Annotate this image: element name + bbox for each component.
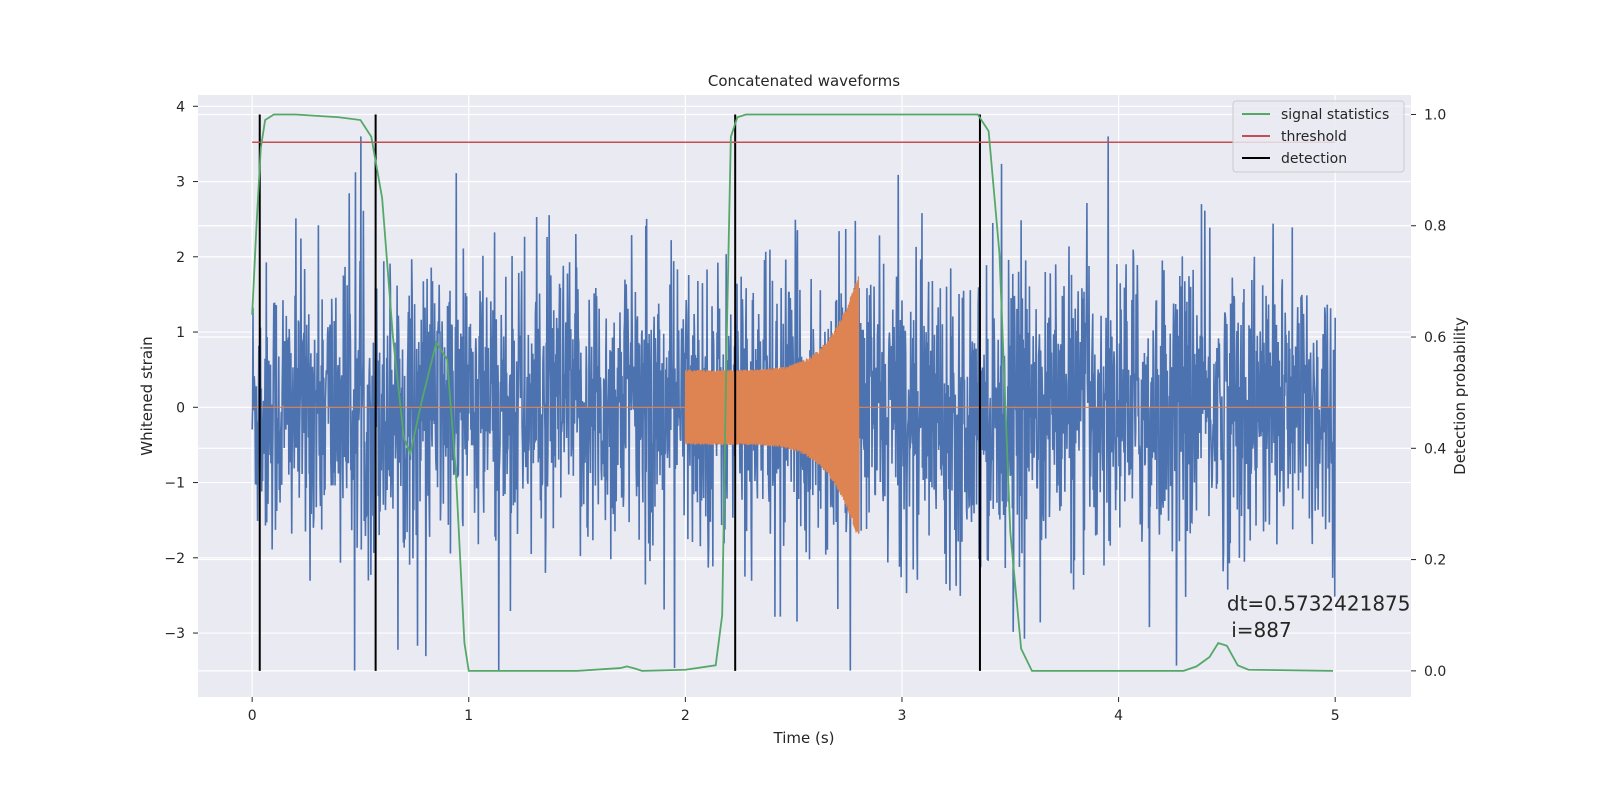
y-tick-label: −3 [164, 626, 185, 642]
x-tick-label: 5 [1331, 708, 1340, 724]
right-y-axis: 0.0 0.2 0.4 0.6 0.8 1.0 [1411, 107, 1446, 680]
right-y-axis-label: Detection probability [1451, 317, 1469, 475]
y-right-tick-label: 0.2 [1424, 553, 1446, 569]
detection-lines [258, 114, 981, 671]
legend-item-signal-statistics: signal statistics [1281, 107, 1389, 123]
x-axis: 0 1 2 3 4 5 [248, 697, 1340, 724]
legend-item-detection: detection [1281, 151, 1347, 167]
left-y-axis: −3 −2 −1 0 1 2 3 4 [164, 99, 198, 642]
y-right-tick-label: 0.4 [1424, 441, 1446, 457]
y-right-tick-label: 0.8 [1424, 219, 1446, 235]
y-tick-label: −1 [164, 476, 185, 492]
y-right-tick-label: 0.0 [1424, 664, 1446, 680]
y-tick-label: 2 [176, 250, 185, 266]
x-axis-label: Time (s) [773, 729, 835, 747]
legend-box [1232, 100, 1405, 173]
annotation-dt: dt=0.5732421875 [1227, 591, 1411, 615]
annotation-index: i=887 [1231, 618, 1292, 642]
y-tick-label: 3 [176, 175, 185, 191]
x-tick-label: 3 [898, 708, 907, 724]
signal-statistics-line [251, 113, 1334, 672]
chart-title: Concatenated waveforms [708, 72, 900, 90]
x-tick-label: 1 [464, 708, 473, 724]
injection-series [252, 276, 1336, 534]
y-right-tick-label: 1.0 [1424, 107, 1446, 123]
y-tick-label: −2 [164, 551, 185, 567]
legend-item-threshold: threshold [1281, 129, 1347, 145]
y-tick-label: 1 [176, 325, 185, 341]
y-tick-label: 0 [176, 400, 185, 416]
legend: signal statistics threshold detection [1232, 100, 1405, 173]
x-tick-label: 0 [248, 708, 257, 724]
x-tick-label: 4 [1114, 708, 1123, 724]
y-axis-label: Whitened strain [138, 336, 156, 455]
x-tick-label: 2 [681, 708, 690, 724]
y-right-tick-label: 0.6 [1424, 330, 1446, 346]
y-tick-label: 4 [176, 99, 185, 115]
